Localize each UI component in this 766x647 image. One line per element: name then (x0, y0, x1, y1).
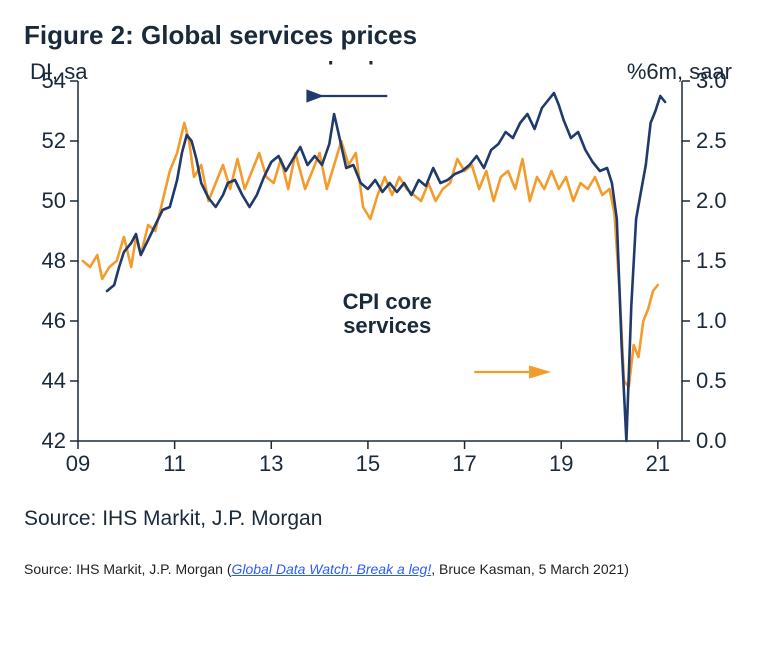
footnote-suffix: , Bruce Kasman, 5 March 2021) (431, 561, 629, 577)
svg-text:1.0: 1.0 (696, 308, 727, 333)
svg-text:15: 15 (356, 451, 380, 476)
svg-text:CPI core: CPI core (343, 289, 432, 314)
svg-text:17: 17 (452, 451, 476, 476)
svg-text:21: 21 (646, 451, 670, 476)
svg-text:13: 13 (259, 451, 283, 476)
footnote: Source: IHS Markit, J.P. Morgan (Global … (24, 561, 746, 577)
line-chart: DI, sa%6m, saar424446485052540.00.51.01.… (20, 61, 740, 501)
svg-text:44: 44 (42, 368, 66, 393)
svg-text:3.0: 3.0 (696, 68, 727, 93)
svg-text:0.0: 0.0 (696, 428, 727, 453)
figure-title: Figure 2: Global services prices (24, 20, 746, 51)
svg-text:output prices: output prices (293, 61, 432, 65)
footnote-prefix: Source: IHS Markit, J.P. Morgan ( (24, 561, 231, 577)
svg-text:services: services (343, 313, 431, 338)
svg-text:46: 46 (42, 308, 66, 333)
svg-text:42: 42 (42, 428, 66, 453)
svg-text:11: 11 (163, 451, 186, 476)
svg-text:2.5: 2.5 (696, 128, 727, 153)
footnote-link[interactable]: Global Data Watch: Break a leg! (231, 561, 431, 577)
svg-text:1.5: 1.5 (696, 248, 727, 273)
svg-text:2.0: 2.0 (696, 188, 727, 213)
chart-source: Source: IHS Markit, J.P. Morgan (24, 507, 746, 531)
svg-text:52: 52 (42, 128, 66, 153)
svg-text:48: 48 (42, 248, 66, 273)
svg-text:0.5: 0.5 (696, 368, 727, 393)
svg-text:19: 19 (549, 451, 573, 476)
svg-text:09: 09 (66, 451, 90, 476)
svg-text:54: 54 (42, 68, 66, 93)
svg-text:50: 50 (42, 188, 66, 213)
